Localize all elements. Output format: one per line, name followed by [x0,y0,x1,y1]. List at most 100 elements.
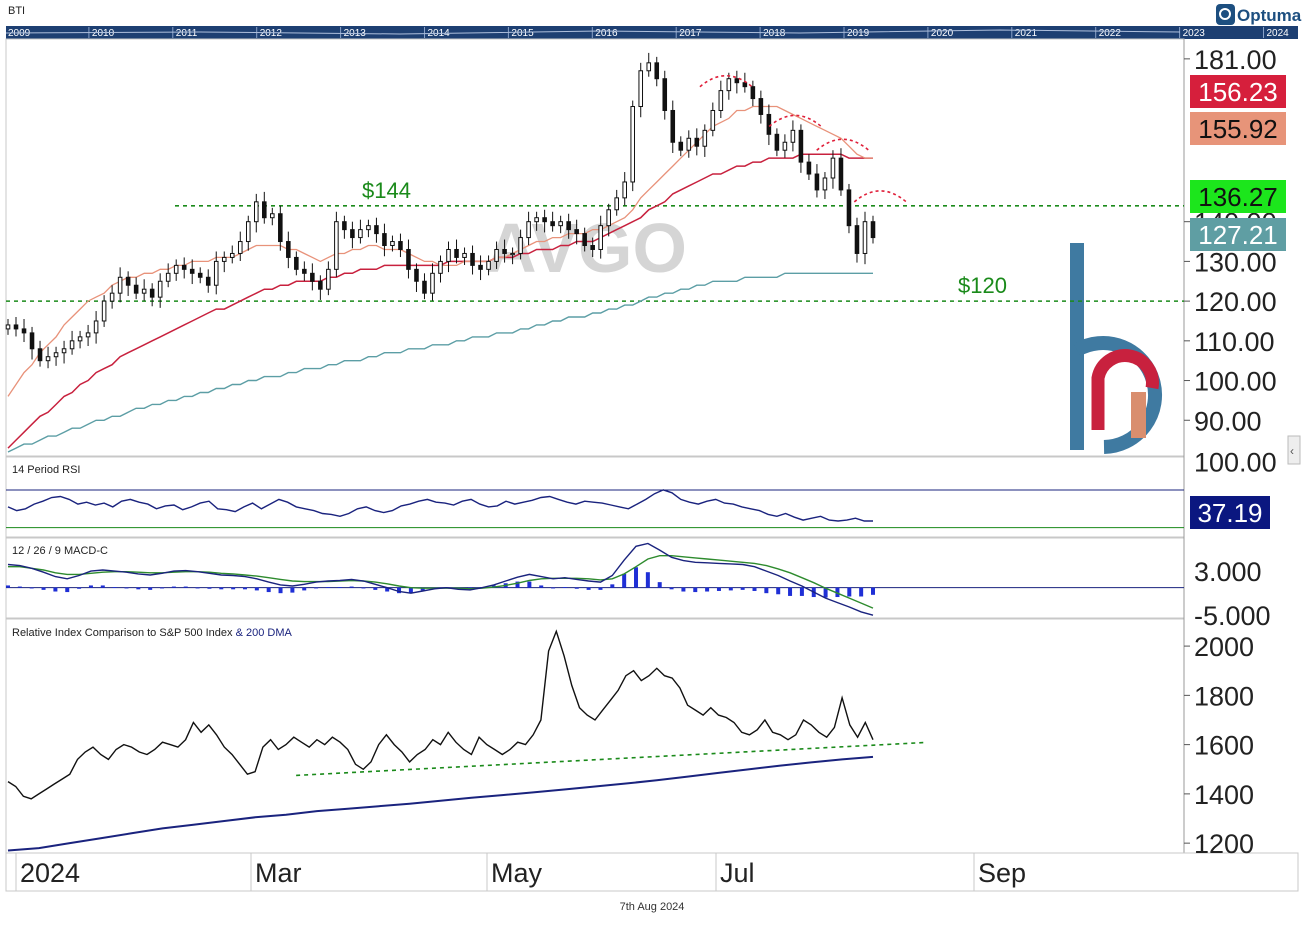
candle-body [662,78,668,111]
candle-body [638,70,644,108]
timeline-year: 2019 [847,28,870,39]
macd-histogram-bar [574,587,579,589]
candle-body [286,241,291,258]
macd-histogram-bar [397,587,402,594]
candle-body [270,213,275,219]
candle-body [165,272,171,282]
x-axis-label: May [491,858,543,888]
price-value-badge [1190,218,1286,251]
x-axis-panel [5,852,1299,892]
macd-histogram-bar [337,587,342,588]
optuma-logo-ring [1219,8,1231,20]
ticker-code: BTI [8,5,25,17]
x-axis: 2024 Mar May Jul Sep [15,853,1026,891]
candle-body [670,109,676,143]
timeline-year: 2018 [763,28,786,39]
candle-body [294,256,299,270]
candle-body [830,157,836,179]
macd-histogram-bar [112,587,117,588]
collapse-handle[interactable] [1287,435,1301,465]
macd-histogram-bar [610,584,615,588]
candle-body [205,276,211,286]
macd-histogram-bar [65,587,70,593]
macd-histogram-bar [41,587,46,590]
macd-histogram-bar [290,587,295,593]
macd-histogram-bar [657,582,662,588]
macd-histogram-bar [349,586,354,588]
candle-body [870,221,876,239]
candle-body [582,233,587,247]
footer-date: 7th Aug 2024 [620,901,685,913]
x-axis-label: Sep [978,858,1026,888]
macd-histogram-bar [183,586,188,588]
candle-body [758,98,764,115]
x-axis-label: 2024 [20,858,80,888]
candle-body [558,221,563,227]
dma-line [7,755,874,852]
relative-tick-label: 1200 [1194,829,1254,859]
candle-body [766,113,772,135]
price-value-text: 136.27 [1198,182,1278,212]
rsi-tick-label: 100.00 [1194,448,1277,478]
macd-histogram-bar [859,587,864,597]
candle-body [542,217,547,223]
macd-histogram-bar [551,587,556,589]
candle-body [734,78,740,84]
candle-body [334,221,339,270]
relative-line [7,629,874,800]
macd-histogram-bar [100,585,105,588]
candle-body [614,197,619,211]
candle-body [806,161,812,175]
macd-histogram-bar [645,572,650,588]
macd-histogram-bar [6,585,10,588]
candle-body [518,237,523,254]
candle-body [69,340,75,350]
price-value-text: 127.21 [1198,220,1278,250]
macd-histogram-bar [266,587,271,593]
price-tick-label: 110.00 [1194,327,1275,357]
candle-body [710,109,716,131]
candle-body [85,332,91,338]
candle-body [254,201,259,223]
candle-body [101,300,107,322]
candle-body [278,213,283,243]
macd-histogram-bar [29,587,34,589]
optuma-logo[interactable]: Optuma [1216,4,1302,25]
candle-body [718,90,724,111]
macd-histogram-bar [195,587,200,589]
candle-body [13,324,19,330]
support-level-label: $120 [958,273,1007,298]
macd-histogram-bar [242,587,247,590]
candle-body [838,157,844,191]
macd-histogram-bar [325,587,330,588]
macd-histogram-bar [314,587,319,589]
macd-histogram-bar [373,587,378,590]
timeline-bar[interactable] [6,26,1298,39]
macd-histogram-bar [148,587,153,590]
macd-histogram-bar [17,586,22,588]
candle-body [678,141,684,151]
candle-body [654,62,660,80]
candle-body [93,320,99,334]
price-value-text: 156.23 [1198,77,1278,107]
timeline-year: 2022 [1099,28,1122,39]
candle-body [237,241,243,254]
optuma-logo-icon [1216,4,1235,25]
relative-tick-label: 1400 [1194,780,1254,810]
macd-histogram-bar [681,587,686,592]
macd-histogram-bar [136,587,141,590]
relative-series: 1200 1400 1600 1800 2000 [7,629,1254,859]
price-tick-label: 100.00 [1194,367,1277,397]
macd-histogram-bar [847,587,852,597]
macd-histogram-bar [88,585,93,588]
candle-body [374,225,379,235]
macd-histogram-bar [634,567,639,588]
macd-histogram-bar [160,587,165,589]
candle-body [149,288,155,298]
timeline-year: 2024 [1267,28,1290,39]
macd-histogram-bar [823,587,828,598]
candle-body [53,352,59,358]
candle-body [742,82,748,88]
